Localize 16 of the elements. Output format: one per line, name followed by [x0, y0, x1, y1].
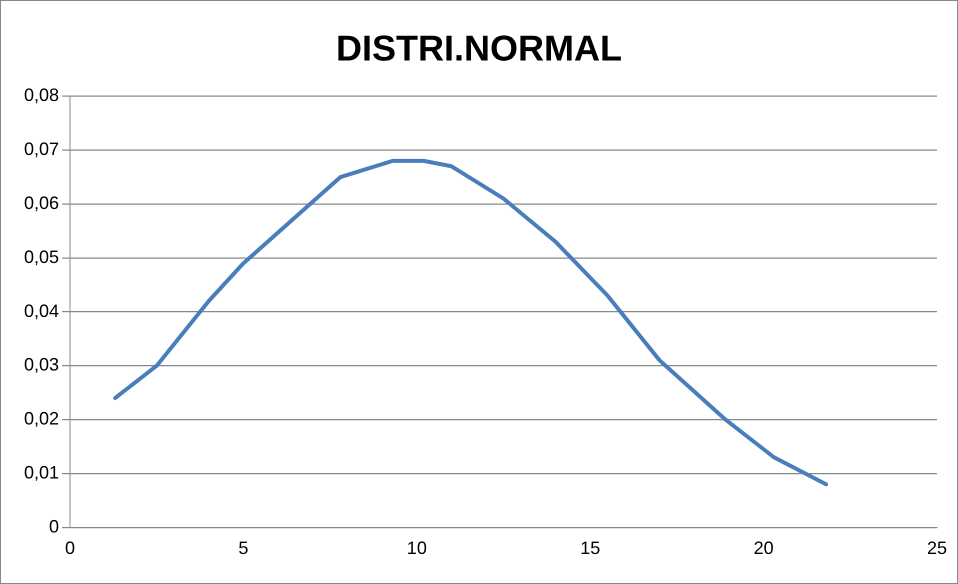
chart-title: DISTRI.NORMAL — [336, 28, 622, 69]
y-tick-label: 0,07 — [24, 139, 60, 160]
y-tick-label: 0,04 — [24, 300, 60, 321]
x-tick-label: 15 — [580, 538, 600, 558]
x-tick-label: 10 — [406, 538, 427, 558]
y-tick-label: 0 — [49, 516, 60, 536]
x-tick-label: 0 — [65, 538, 76, 558]
y-tick-label: 0,02 — [24, 408, 60, 429]
y-tick-label: 0,03 — [24, 354, 60, 375]
x-tick-label: 25 — [926, 538, 948, 558]
x-tick-label: 5 — [238, 538, 248, 558]
x-tick-label: 20 — [754, 538, 774, 558]
y-tick-label: 0,08 — [24, 85, 60, 106]
y-tick-label: 0,06 — [24, 192, 60, 213]
y-tick-label: 0,01 — [24, 462, 60, 482]
y-tick-label: 0,05 — [24, 246, 60, 267]
